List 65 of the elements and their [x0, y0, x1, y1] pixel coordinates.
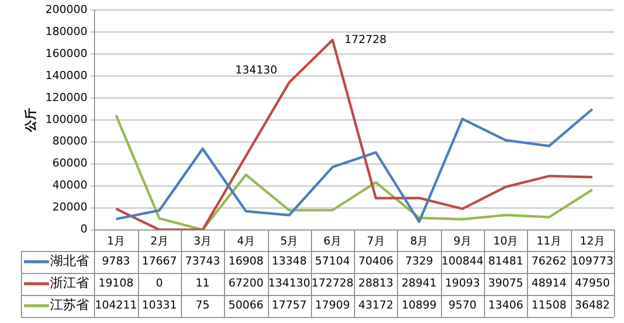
- x-tick-label: 5月: [280, 234, 298, 248]
- data-label: 17667: [142, 254, 177, 268]
- x-tick-label: 11月: [536, 234, 562, 248]
- y-tick-label: 160000: [45, 46, 88, 60]
- legend-label: 浙江省: [50, 276, 89, 292]
- data-label: 43172: [358, 298, 394, 312]
- data-label: 76262: [532, 254, 567, 268]
- data-label: 73743: [185, 254, 220, 268]
- x-tick-label: 4月: [236, 234, 255, 248]
- data-label: 19108: [98, 276, 134, 290]
- data-label: 39075: [488, 276, 524, 290]
- y-tick-label: 200000: [45, 2, 88, 16]
- data-label: 13406: [488, 298, 524, 312]
- data-label: 17757: [272, 298, 307, 312]
- x-tick-label: 12月: [580, 234, 605, 248]
- x-tick-label: 2月: [150, 234, 168, 248]
- data-label: 11: [196, 276, 210, 290]
- y-tick-label: 180000: [45, 24, 88, 38]
- y-tick-label: 120000: [45, 90, 88, 104]
- data-label: 81481: [488, 254, 524, 268]
- y-tick-label: 0: [80, 222, 88, 236]
- y-axis-title: 公斤: [23, 108, 38, 133]
- x-tick-label: 7月: [366, 234, 385, 248]
- data-label: 7329: [405, 254, 434, 268]
- data-label: 172728: [312, 276, 354, 290]
- x-tick-label: 3月: [194, 234, 212, 248]
- data-label: 70406: [358, 254, 394, 268]
- data-label: 16908: [228, 254, 264, 268]
- data-label: 19093: [444, 276, 480, 290]
- data-label: 104211: [95, 298, 138, 312]
- data-label: 0: [156, 276, 163, 290]
- x-tick-label: 10月: [493, 234, 518, 248]
- data-label: 10331: [142, 298, 177, 312]
- data-label: 9570: [448, 298, 476, 312]
- y-tick-label: 140000: [45, 68, 88, 82]
- data-label: 47950: [574, 276, 610, 290]
- data-label: 28941: [402, 276, 437, 290]
- data-label: 50066: [228, 298, 264, 312]
- y-tick-label: 60000: [52, 156, 88, 170]
- data-label: 75: [196, 298, 210, 312]
- data-label: 36482: [574, 298, 610, 312]
- data-label: 28813: [358, 276, 394, 290]
- legend-label: 江苏省: [50, 298, 89, 314]
- data-label: 10899: [402, 298, 437, 312]
- y-tick-label: 20000: [52, 200, 88, 214]
- data-label: 11508: [532, 298, 567, 312]
- data-label: 48914: [532, 276, 567, 290]
- x-tick-label: 9月: [453, 234, 472, 248]
- annotation: 134130: [235, 63, 278, 76]
- data-label: 134130: [268, 276, 310, 290]
- x-tick-label: 8月: [410, 234, 428, 248]
- data-label: 100844: [441, 254, 484, 268]
- y-tick-label: 100000: [45, 112, 88, 126]
- x-tick-label: 6月: [324, 234, 342, 248]
- y-tick-label: 40000: [52, 178, 88, 192]
- data-label: 17909: [315, 298, 350, 312]
- data-label: 9783: [102, 254, 130, 268]
- data-label: 13348: [272, 254, 307, 268]
- annotation: 172728: [344, 32, 387, 46]
- y-tick-label: 80000: [52, 134, 88, 148]
- x-tick-label: 1月: [107, 234, 126, 248]
- legend-label: 湖北省: [50, 254, 89, 270]
- data-label: 109773: [571, 254, 614, 268]
- data-label: 57104: [315, 254, 350, 268]
- data-label: 67200: [228, 276, 264, 290]
